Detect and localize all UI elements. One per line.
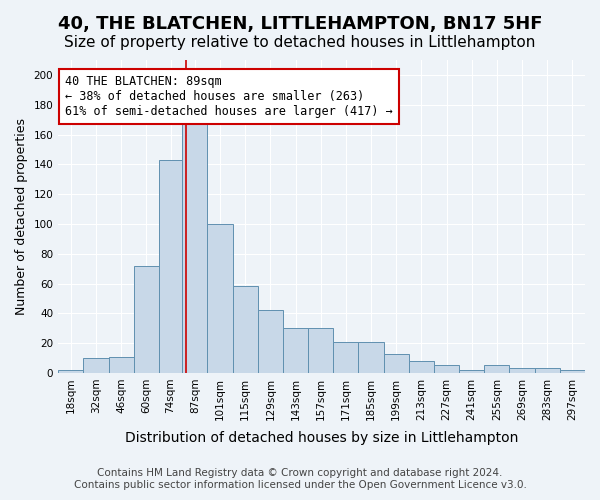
Bar — [109, 356, 134, 373]
Bar — [134, 266, 159, 373]
Bar — [358, 342, 383, 373]
Bar — [58, 370, 83, 373]
Y-axis label: Number of detached properties: Number of detached properties — [15, 118, 28, 315]
Bar — [535, 368, 560, 373]
Bar — [233, 286, 258, 373]
Bar — [258, 310, 283, 373]
Bar — [182, 122, 208, 373]
Bar — [308, 328, 333, 373]
Bar — [560, 370, 585, 373]
Bar — [333, 342, 358, 373]
Text: 40 THE BLATCHEN: 89sqm
← 38% of detached houses are smaller (263)
61% of semi-de: 40 THE BLATCHEN: 89sqm ← 38% of detached… — [65, 75, 393, 118]
Bar — [459, 370, 484, 373]
Bar — [409, 361, 434, 373]
Text: 40, THE BLATCHEN, LITTLEHAMPTON, BN17 5HF: 40, THE BLATCHEN, LITTLEHAMPTON, BN17 5H… — [58, 15, 542, 33]
Bar — [83, 358, 109, 373]
Bar — [283, 328, 308, 373]
Bar — [484, 366, 509, 373]
Bar — [509, 368, 535, 373]
Text: Contains HM Land Registry data © Crown copyright and database right 2024.
Contai: Contains HM Land Registry data © Crown c… — [74, 468, 526, 490]
Bar — [383, 354, 409, 373]
Bar — [434, 366, 459, 373]
Text: Size of property relative to detached houses in Littlehampton: Size of property relative to detached ho… — [64, 35, 536, 50]
X-axis label: Distribution of detached houses by size in Littlehampton: Distribution of detached houses by size … — [125, 431, 518, 445]
Bar — [208, 224, 233, 373]
Bar — [159, 160, 182, 373]
